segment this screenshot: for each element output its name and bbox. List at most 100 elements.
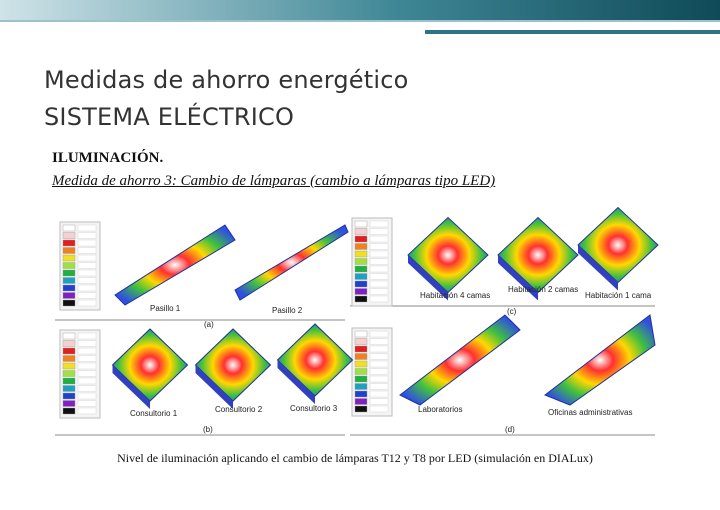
top-bar (0, 0, 720, 34)
legend-field (369, 368, 389, 375)
figure-label: Habitación 2 camas (508, 285, 578, 294)
legend-swatch (354, 405, 368, 413)
figure-label: Consultorio 3 (290, 404, 338, 413)
figure-label: Consultorio 2 (215, 405, 263, 414)
room-heatmap (194, 328, 272, 402)
legend-field (77, 377, 97, 385)
legend-swatch (62, 347, 76, 355)
legend-field (369, 235, 389, 243)
legend-swatch (62, 400, 76, 407)
room-heatmap (497, 216, 579, 294)
legend-swatch (62, 292, 76, 299)
legend-field (369, 243, 389, 250)
legend-swatch (62, 269, 76, 277)
legend-field (77, 254, 97, 262)
room-heatmap (276, 323, 354, 397)
room-heatmap (111, 328, 189, 402)
legend-field (369, 338, 389, 345)
legend-field (77, 299, 97, 307)
legend-swatch (354, 265, 368, 273)
legend-swatch (62, 254, 76, 262)
legend-field (77, 284, 97, 292)
lab-heatmap (399, 314, 521, 406)
legend-field (369, 383, 389, 390)
legend-field (369, 265, 389, 273)
legend-field (369, 295, 389, 303)
legend-field (369, 353, 389, 360)
legend-swatch (354, 353, 368, 360)
legend-swatch (354, 398, 368, 405)
legend-swatch (354, 250, 368, 258)
office-heatmap (543, 314, 656, 406)
room-heatmap (407, 216, 489, 294)
legend-swatch (354, 273, 368, 280)
legend-swatch (62, 262, 76, 269)
legend-swatch (354, 228, 368, 235)
figure-label: (b) (203, 425, 213, 434)
legend-field (369, 288, 389, 295)
figure-label: Habitación 1 cama (585, 291, 652, 300)
figure-label: (a) (204, 320, 214, 329)
legend-field (369, 258, 389, 265)
legend-swatch (62, 332, 76, 340)
legend-swatch (354, 338, 368, 345)
figure-label: Laboratorios (418, 405, 462, 414)
legend-field (77, 292, 97, 299)
legend-field (77, 239, 97, 247)
legend-field (77, 392, 97, 400)
legend-field (369, 398, 389, 405)
legend-swatch (354, 360, 368, 368)
legend-field (77, 370, 97, 377)
legend-field (369, 273, 389, 280)
room-heatmap-side (408, 255, 448, 301)
legend-swatch (354, 243, 368, 250)
legend-field (77, 232, 97, 239)
section-heading: ILUMINACIÓN. (52, 150, 164, 166)
legend-swatch (62, 247, 76, 254)
room-heatmap-side (277, 360, 315, 404)
room-heatmap-side (578, 245, 618, 291)
legend-field (369, 220, 389, 228)
legend-swatch (62, 377, 76, 385)
legend-field (369, 375, 389, 383)
room-heatmap-side (195, 365, 233, 409)
legend-swatch (62, 407, 76, 415)
legend-swatch (354, 345, 368, 353)
legend-swatch (354, 295, 368, 303)
legend-swatch (62, 239, 76, 247)
legend-field (77, 269, 97, 277)
legend-swatch (62, 299, 76, 307)
legend-field (369, 280, 389, 288)
figure-caption: Nivel de iluminación aplicando el cambio… (117, 451, 593, 465)
legend-field (77, 347, 97, 355)
corridor-heatmap (114, 224, 236, 306)
legend-field (77, 355, 97, 362)
title-line-2: SISTEMA ELÉCTRICO (44, 103, 295, 131)
legend-swatch (62, 370, 76, 377)
legend-swatch (62, 224, 76, 232)
title-line-1: Medidas de ahorro energético (44, 66, 409, 94)
legend-swatch (354, 220, 368, 228)
legend-field (77, 262, 97, 269)
figure-label: Oficinas administrativas (548, 408, 632, 417)
legend-field (369, 228, 389, 235)
legend-field (77, 224, 97, 232)
room-heatmap-side (498, 255, 538, 301)
legend-swatch (354, 368, 368, 375)
legend-swatch (62, 284, 76, 292)
figure-label: Pasillo 1 (150, 304, 181, 313)
figure-label: Pasillo 2 (272, 306, 303, 315)
legend-field (77, 407, 97, 415)
legend-field (369, 330, 389, 338)
legend-field (77, 277, 97, 284)
subtitle: Medida de ahorro 3: Cambio de lámparas (… (52, 173, 496, 189)
legend-field (369, 405, 389, 413)
legend-field (369, 360, 389, 368)
legend-field (369, 345, 389, 353)
legend-swatch (354, 390, 368, 398)
legend-swatch (62, 362, 76, 370)
legend-swatch (62, 232, 76, 239)
legend-swatch (62, 340, 76, 347)
